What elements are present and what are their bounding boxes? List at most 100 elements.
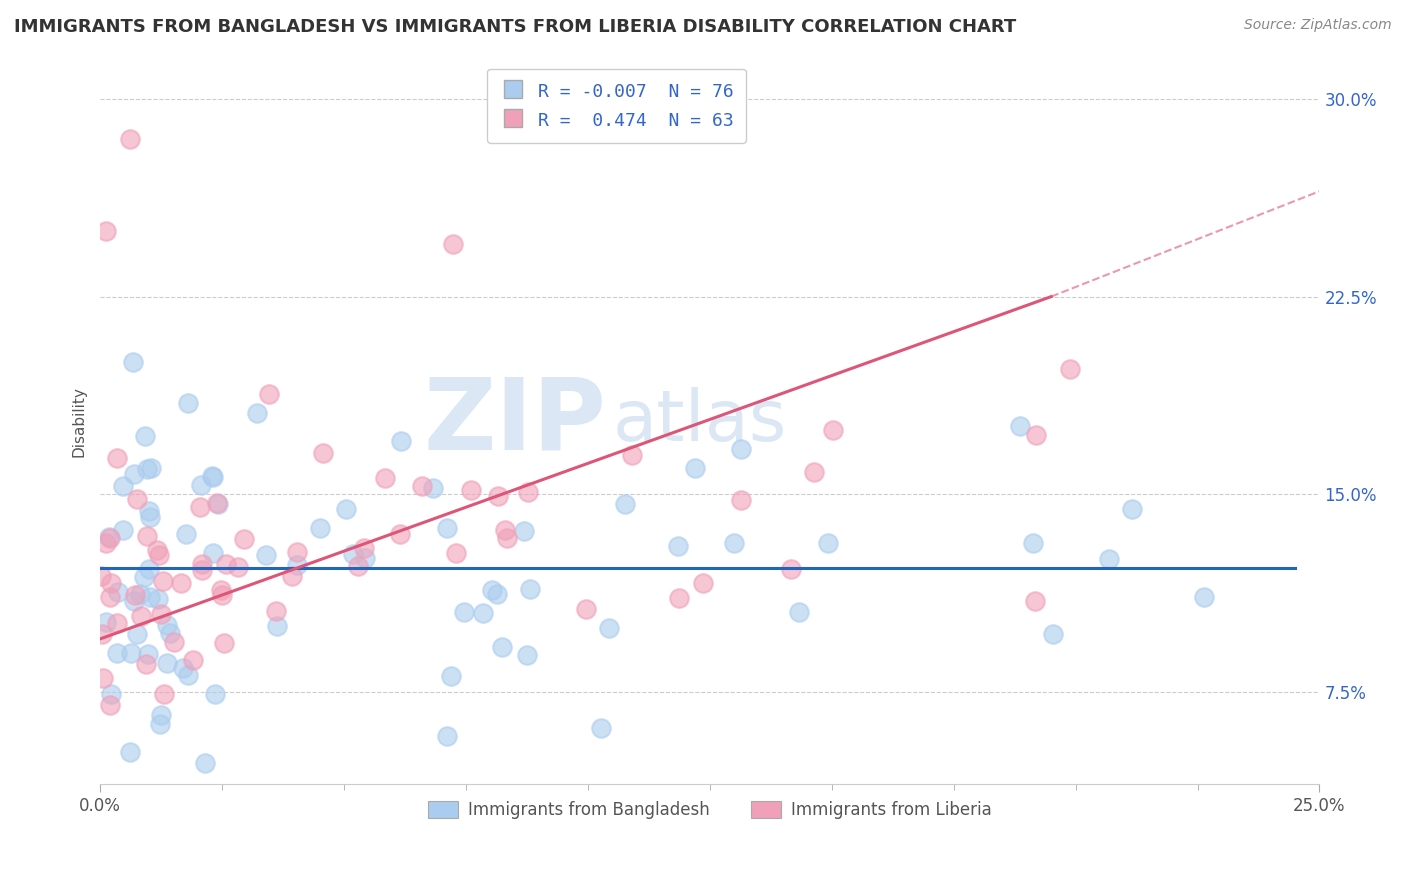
Point	[105, 451, 128, 466]
Point	[139, 591, 162, 605]
Point	[513, 524, 536, 538]
Point	[138, 647, 160, 661]
Point	[440, 669, 463, 683]
Point	[353, 551, 375, 566]
Point	[436, 729, 458, 743]
Point	[444, 546, 467, 560]
Point	[209, 582, 232, 597]
Point	[163, 634, 186, 648]
Point	[353, 541, 375, 556]
Point	[212, 636, 235, 650]
Text: atlas: atlas	[612, 387, 786, 456]
Point	[436, 521, 458, 535]
Point	[156, 618, 179, 632]
Point	[264, 604, 287, 618]
Point	[138, 504, 160, 518]
Point	[190, 478, 212, 492]
Point	[202, 469, 225, 483]
Point	[105, 615, 128, 630]
Point	[207, 497, 229, 511]
Point	[803, 465, 825, 479]
Y-axis label: Disability: Disability	[72, 386, 86, 457]
Point	[100, 687, 122, 701]
Point	[152, 574, 174, 588]
Point	[132, 570, 155, 584]
Point	[1024, 593, 1046, 607]
Point	[91, 627, 114, 641]
Point	[1042, 627, 1064, 641]
Point	[692, 576, 714, 591]
Point	[1192, 591, 1215, 605]
Point	[111, 524, 134, 538]
Point	[97, 530, 120, 544]
Point	[1098, 552, 1121, 566]
Point	[176, 668, 198, 682]
Point	[127, 492, 149, 507]
Point	[472, 606, 495, 620]
Point	[422, 481, 444, 495]
Point	[146, 543, 169, 558]
Point	[226, 560, 249, 574]
Point	[621, 449, 644, 463]
Point	[1025, 428, 1047, 442]
Point	[159, 626, 181, 640]
Point	[1010, 419, 1032, 434]
Point	[312, 446, 335, 460]
Point	[485, 587, 508, 601]
Text: ZIP: ZIP	[423, 373, 606, 470]
Point	[177, 395, 200, 409]
Point	[232, 533, 254, 547]
Point	[96, 224, 118, 238]
Point	[453, 605, 475, 619]
Point	[516, 485, 538, 500]
Point	[118, 745, 141, 759]
Point	[129, 609, 152, 624]
Point	[98, 698, 121, 712]
Point	[1121, 502, 1143, 516]
Point	[347, 559, 370, 574]
Point	[94, 615, 117, 629]
Point	[519, 582, 541, 597]
Point	[204, 687, 226, 701]
Point	[122, 355, 145, 369]
Point	[575, 602, 598, 616]
Point	[254, 548, 277, 562]
Point	[215, 557, 238, 571]
Point	[201, 546, 224, 560]
Point	[389, 527, 412, 541]
Point	[666, 540, 689, 554]
Point	[516, 648, 538, 662]
Point	[1059, 362, 1081, 376]
Point	[134, 429, 156, 443]
Point	[308, 521, 330, 535]
Point	[441, 236, 464, 251]
Point	[460, 483, 482, 497]
Point	[787, 605, 810, 619]
Point	[342, 547, 364, 561]
Point	[495, 531, 517, 545]
Point	[105, 646, 128, 660]
Text: Source: ZipAtlas.com: Source: ZipAtlas.com	[1244, 18, 1392, 32]
Point	[613, 497, 636, 511]
Point	[136, 462, 159, 476]
Point	[491, 640, 513, 654]
Point	[411, 479, 433, 493]
Point	[146, 592, 169, 607]
Point	[730, 442, 752, 456]
Point	[211, 589, 233, 603]
Point	[257, 387, 280, 401]
Point	[128, 587, 150, 601]
Point	[821, 423, 844, 437]
Point	[124, 467, 146, 482]
Point	[281, 569, 304, 583]
Point	[170, 575, 193, 590]
Point	[723, 536, 745, 550]
Point	[181, 653, 204, 667]
Point	[98, 531, 121, 545]
Point	[205, 496, 228, 510]
Point	[598, 621, 620, 635]
Point	[150, 707, 173, 722]
Point	[188, 500, 211, 515]
Point	[122, 594, 145, 608]
Point	[156, 657, 179, 671]
